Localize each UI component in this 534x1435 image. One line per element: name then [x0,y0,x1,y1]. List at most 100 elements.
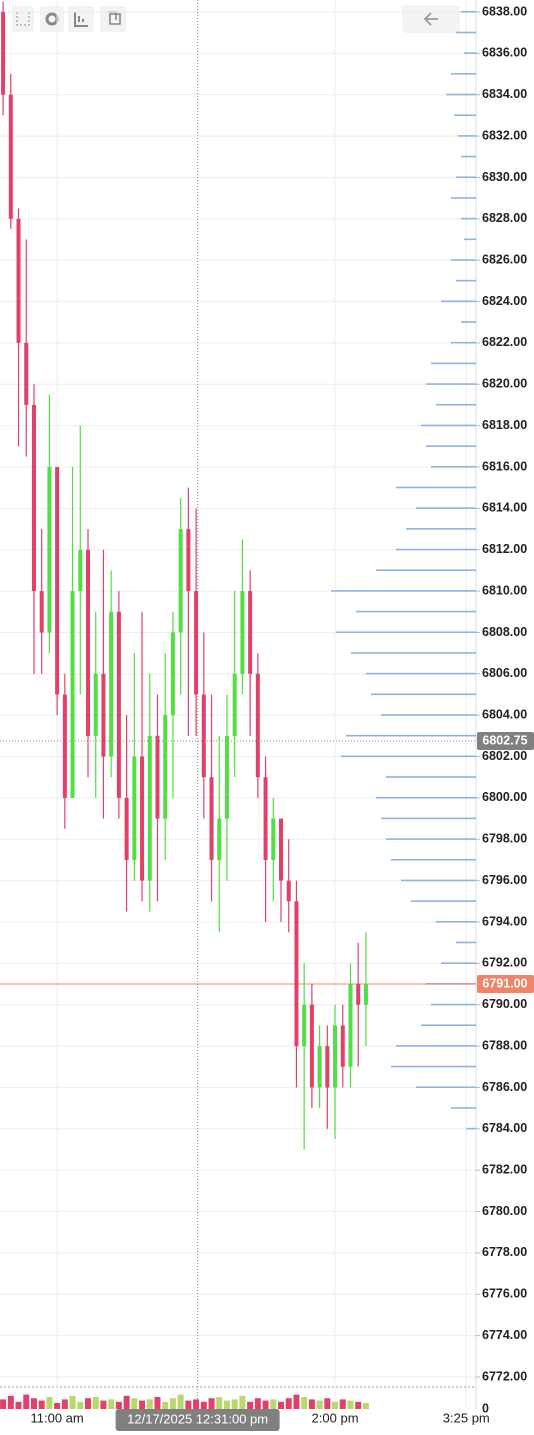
volume-bar [0,1399,7,1409]
volume-bar [231,1399,238,1409]
profile-bar [381,714,476,716]
settings-button[interactable] [40,6,64,32]
profile-bar [386,838,476,840]
candle-body [194,591,199,695]
select-button[interactable] [12,6,34,32]
profile-bar [436,403,476,406]
candle [155,694,160,902]
profile-bar [461,155,476,158]
profile-bar [464,238,476,241]
profile-bar [451,259,476,261]
candle [47,394,52,654]
volume-bar [332,1401,339,1409]
candle-body [263,777,268,860]
candle [101,549,106,819]
candle-body [163,715,168,819]
y-tick-label: 6812.00 [482,542,527,556]
y-tick-label: 6796.00 [482,873,527,887]
profile-bar [396,548,476,551]
y-tick-label: 6826.00 [482,252,527,266]
volume-bar [46,1397,53,1409]
profile-bar [456,31,476,34]
profile-bar [391,1065,476,1068]
candle [240,539,245,695]
candle-body [209,777,214,860]
candle-body [170,632,175,716]
profile-bar [421,424,476,427]
candle-body [232,673,237,736]
profile-bar [371,693,476,696]
candle [55,467,60,716]
candle [263,756,268,922]
profile-bar [336,631,476,634]
candle [201,632,206,819]
candle [186,487,191,736]
profile-bar [396,486,476,489]
profile-bar [331,590,476,592]
volume-bar [223,1400,230,1409]
candle-body [302,1004,307,1047]
volume-bar [293,1394,300,1409]
volume-bar [278,1401,285,1409]
y-tick-label: 6786.00 [482,1080,527,1094]
volume-bar [100,1400,107,1409]
candle [255,653,260,798]
volume-bar [61,1399,68,1409]
candle [116,591,121,819]
candle-body [363,984,368,1005]
profile-bar [441,962,476,964]
candle [124,715,129,912]
candle [302,963,307,1150]
volume-bar [131,1398,138,1409]
profile-bar [381,817,476,820]
candle [309,984,314,1109]
toolbar [12,5,460,33]
volume-bar [169,1398,176,1409]
candle [356,942,361,1067]
candle-body [325,1046,330,1088]
candle [279,818,284,922]
profile-bar [441,300,476,303]
y-tick-label: 6772.00 [482,1369,527,1383]
profile-bar [396,1045,476,1047]
indicators-icon [74,12,88,27]
candle-body [62,694,67,798]
profile-bar [366,672,476,675]
candle-body [132,756,137,860]
profile-bar [454,114,476,117]
profile-bar [406,528,476,530]
candle [170,611,175,798]
profile-bar [416,507,476,509]
candle [1,1,6,116]
crosshair-y-label-box [477,732,534,751]
candle-body [16,218,21,343]
layers-button[interactable] [100,6,126,32]
profile-bar [451,341,476,344]
y-tick-label: 6780.00 [482,1204,527,1218]
profile-bar [464,52,476,54]
y-tick-label: 6824.00 [482,294,527,308]
y-tick-label: 6788.00 [482,1038,527,1052]
candle-body [93,673,98,736]
candle-body [39,591,44,633]
candle [24,239,29,457]
crosshair-x-label-box [115,1409,280,1431]
profile-bar [421,1024,476,1027]
last-price-box [477,975,534,994]
candle-body [78,549,83,592]
candle [140,611,145,902]
crosshair-y-label: 6802.75 [482,733,527,747]
candle [109,570,114,778]
candle-body [333,1025,338,1088]
candle-body [255,673,260,778]
y-tick-label: 6792.00 [482,956,527,970]
candle [217,735,222,933]
candle-body [178,529,183,633]
volume-bar [362,1403,369,1409]
candle-body [1,12,6,95]
indicators-button[interactable] [68,6,94,32]
y-tick-label: 6816.00 [482,459,527,473]
candle [363,932,368,1047]
y-tick-label: 6800.00 [482,790,527,804]
